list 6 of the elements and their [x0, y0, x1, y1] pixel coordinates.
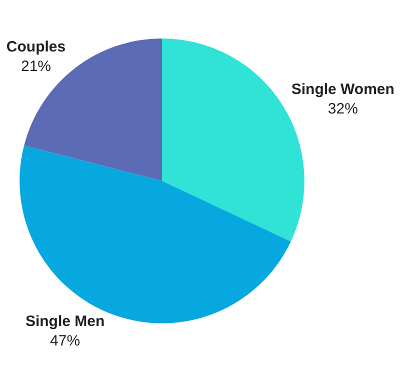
- data-label: 21%: [20, 58, 52, 76]
- slice-label: Single Women: [291, 81, 394, 98]
- data-label: 32%: [328, 100, 358, 118]
- slice-label: Couples: [6, 38, 66, 56]
- slice-label: Single Men: [25, 312, 105, 330]
- data-label: 47%: [50, 332, 80, 350]
